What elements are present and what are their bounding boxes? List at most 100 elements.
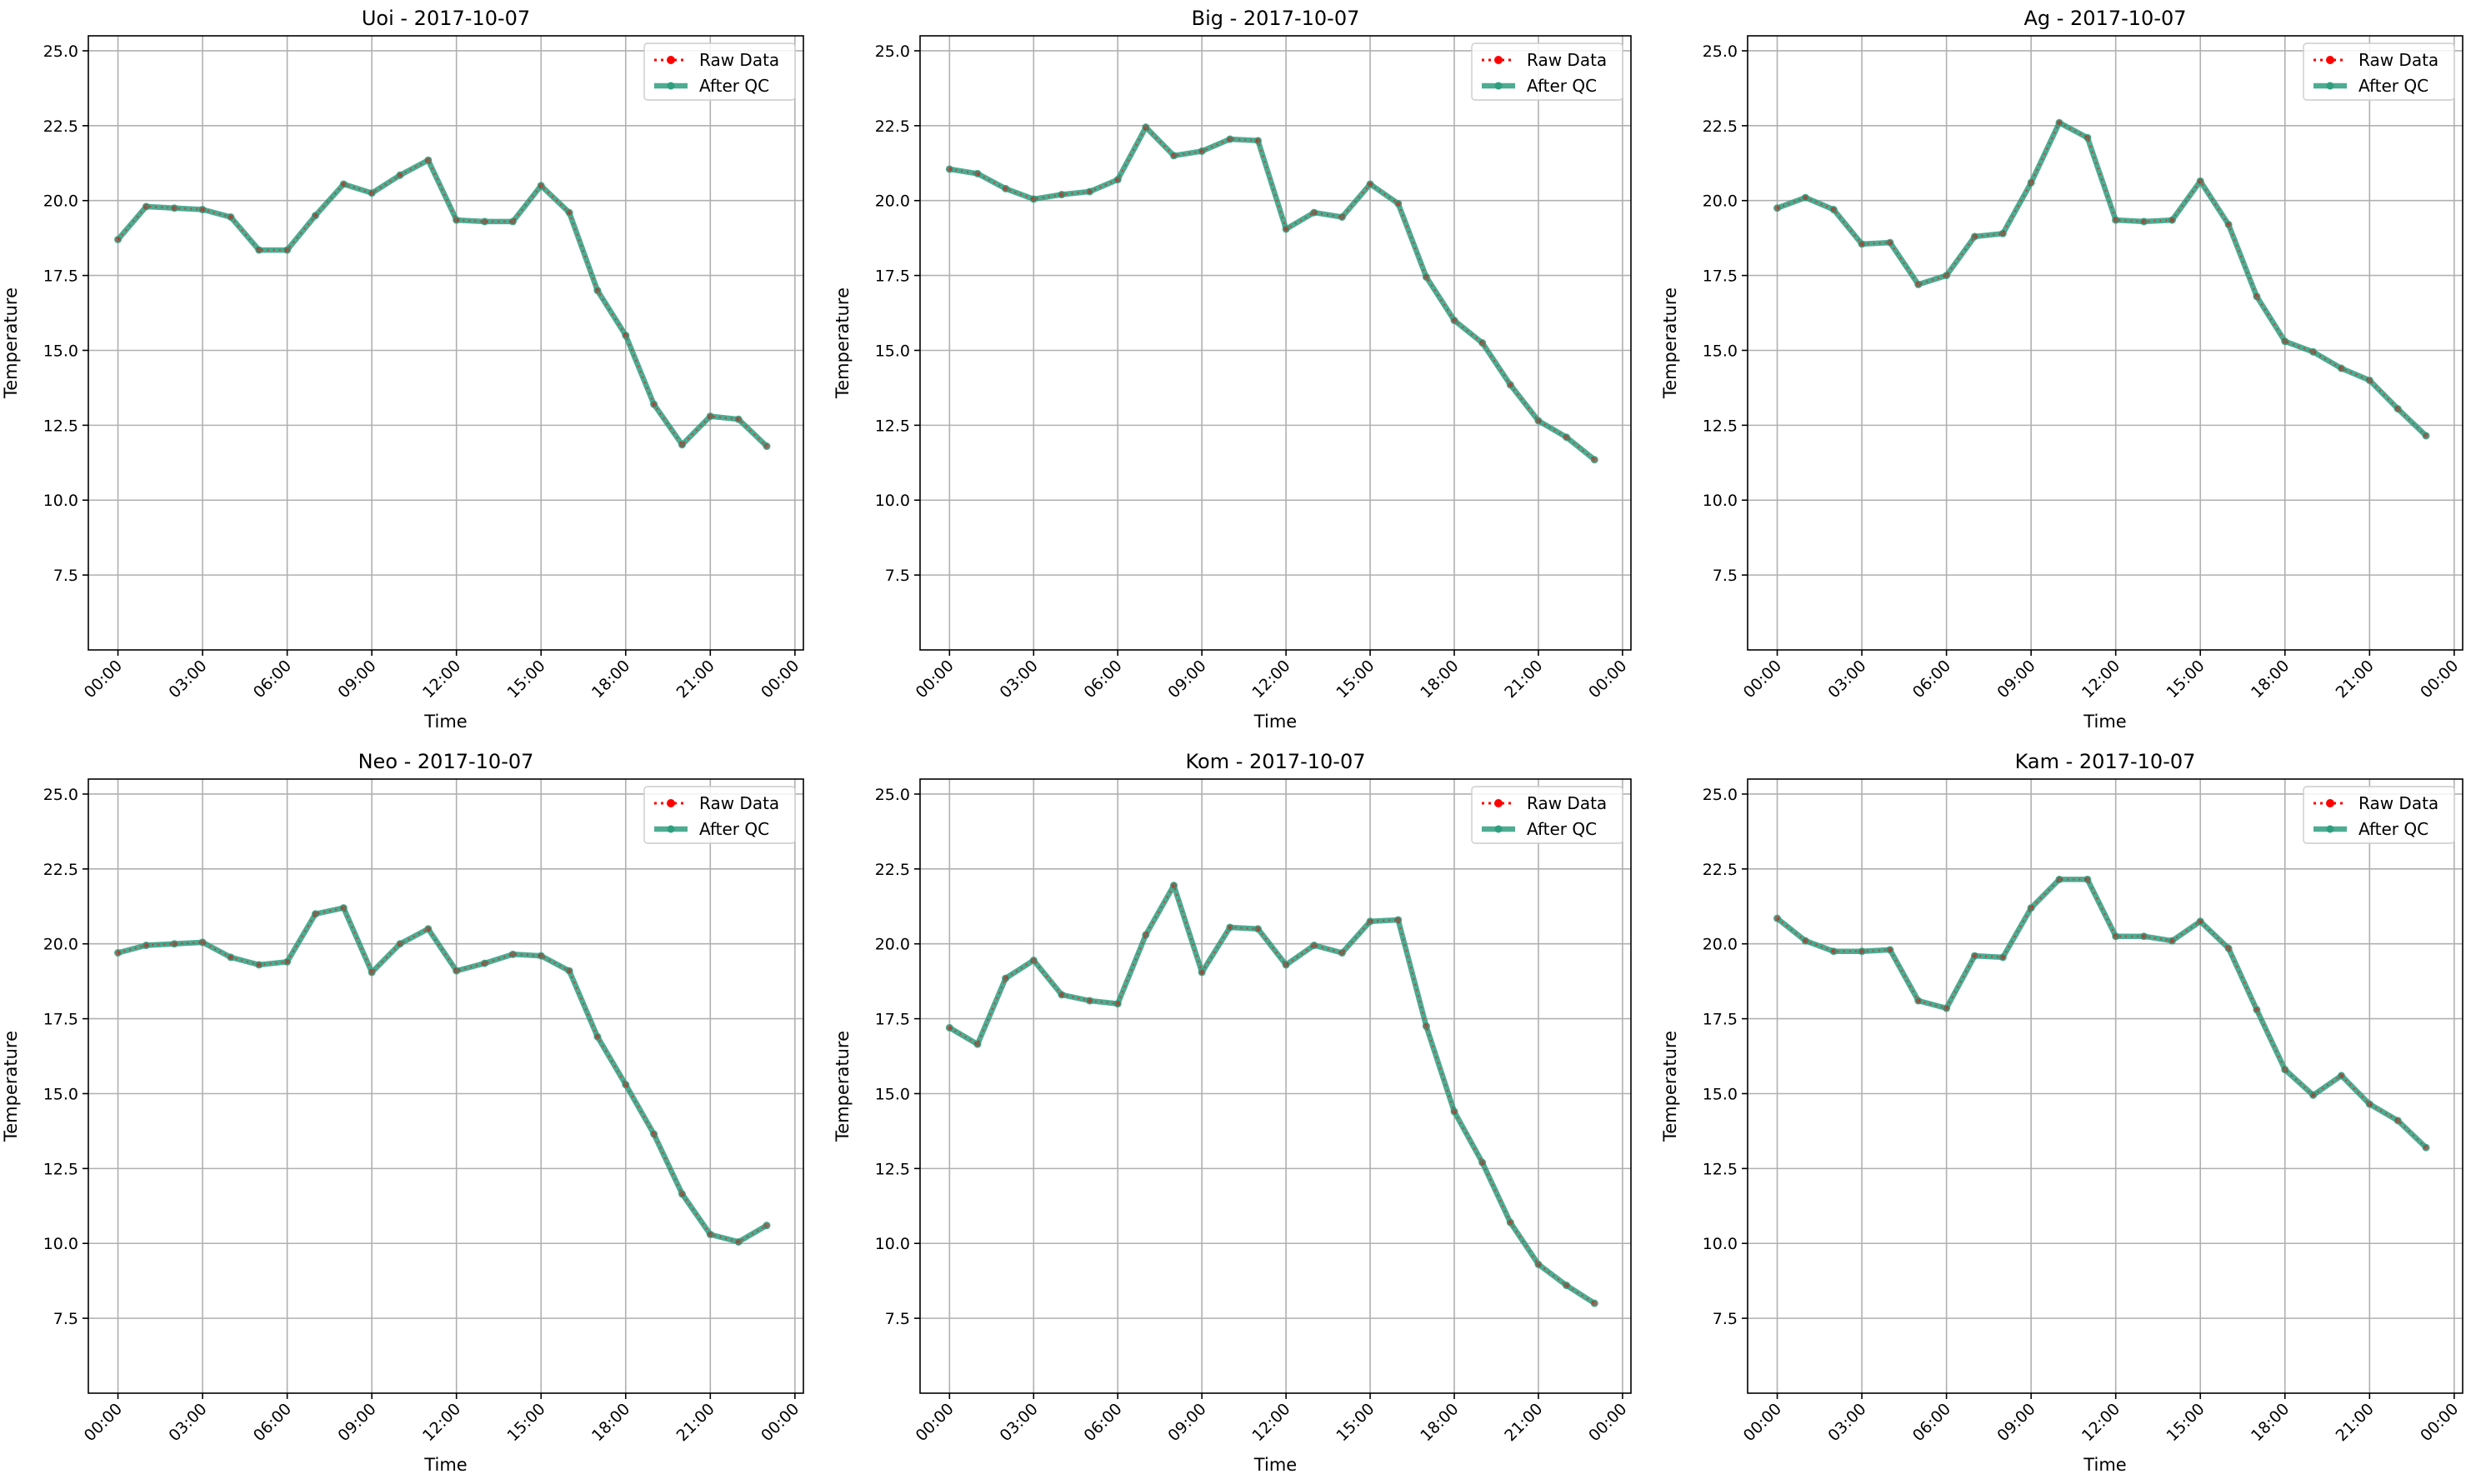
raw-data-point <box>2367 1101 2373 1107</box>
axes-frame <box>1747 35 2463 651</box>
raw-data-point <box>2282 1067 2288 1072</box>
y-tick-label: 25.0 <box>43 786 78 804</box>
raw-data-point <box>1395 201 1401 207</box>
after-qc-point <box>1113 1000 1122 1008</box>
raw-data-point <box>2113 933 2118 939</box>
raw-data-point <box>1943 1005 1949 1012</box>
legend-marker-after-qc <box>1494 825 1503 833</box>
raw-data-point <box>482 960 488 967</box>
x-tick-label: 00:00 <box>758 1400 803 1445</box>
x-tick-label: 03:00 <box>165 657 210 702</box>
plot-area <box>920 779 1631 1393</box>
raw-data-point <box>1003 186 1008 192</box>
raw-data-point <box>2253 1007 2260 1013</box>
axes-frame <box>919 35 1632 651</box>
raw-data-point <box>228 954 234 961</box>
y-tick-label: 17.5 <box>43 1011 78 1029</box>
after-qc-point <box>2196 177 2204 185</box>
raw-data-point <box>453 217 459 223</box>
raw-data-line <box>949 125 1595 461</box>
x-tick-label: 12:00 <box>1248 657 1293 702</box>
legend-marker-raw-data <box>667 56 675 64</box>
raw-data-point <box>1915 997 1921 1004</box>
after-qc-point <box>1943 1004 1951 1012</box>
chart-title: Big - 2017-10-07 <box>1192 7 1360 30</box>
x-tick-label: 06:00 <box>1080 657 1125 702</box>
raw-data-point <box>2253 293 2260 299</box>
after-qc-line <box>948 882 1597 1306</box>
after-qc-point <box>453 216 461 224</box>
after-qc-point <box>339 904 348 912</box>
raw-data-point <box>1339 950 1345 956</box>
gridlines <box>920 36 1631 650</box>
raw-data-point <box>2028 179 2034 186</box>
legend-label: Raw Data <box>1527 793 1607 813</box>
y-tick-label: 10.0 <box>875 1235 910 1253</box>
raw-data-point <box>1003 975 1008 982</box>
raw-data-point <box>1115 1001 1121 1007</box>
raw-data-point <box>1508 1219 1513 1226</box>
raw-data-point <box>2198 918 2203 924</box>
y-tick-label: 25.0 <box>875 786 910 804</box>
raw-data-point <box>651 1131 657 1137</box>
legend-marker-raw-data <box>667 799 675 807</box>
x-tick-label: 15:00 <box>1333 1400 1378 1445</box>
legend-label: Raw Data <box>699 793 779 813</box>
after-qc-point <box>1170 152 1178 160</box>
after-qc-point <box>734 1237 743 1246</box>
legend-label: Raw Data <box>699 50 779 70</box>
y-tick-label: 7.5 <box>885 1310 910 1328</box>
raw-data-point <box>1831 948 1837 954</box>
x-tick-label: 09:00 <box>334 657 379 702</box>
after-qc-point <box>1310 208 1318 217</box>
after-qc-point <box>1422 272 1430 281</box>
after-qc-point <box>2140 217 2148 226</box>
y-tick-label: 22.5 <box>43 861 78 879</box>
chart-title: Kom - 2017-10-07 <box>1186 750 1366 773</box>
y-tick-label: 15.0 <box>43 1085 78 1103</box>
y-tick-label: 7.5 <box>53 1310 78 1328</box>
raw-data-point <box>2225 222 2232 227</box>
raw-data-point <box>1311 209 1317 216</box>
plot-area <box>1748 36 2463 650</box>
raw-data-point <box>2000 231 2006 237</box>
raw-data-point <box>1423 1023 1429 1029</box>
after-qc-point <box>537 952 545 960</box>
x-tick-label: 00:00 <box>1585 657 1630 702</box>
x-tick-label: 15:00 <box>2163 657 2208 702</box>
series-raw-data <box>947 882 1598 1307</box>
chart-panel-3: 7.5 10.0 12.5 15.0 17.5 20.0 22.5 25.0 00:00 03:0… <box>1660 7 2463 732</box>
after-qc-point <box>763 1222 771 1230</box>
after-qc-point <box>481 217 489 226</box>
y-tick-label: 20.0 <box>1703 936 1738 954</box>
x-tick-label: 03:00 <box>1824 1400 1869 1445</box>
y-tick-label: 12.5 <box>1703 417 1738 435</box>
raw-data-point <box>1803 194 1808 201</box>
raw-data-point <box>679 1191 685 1197</box>
after-qc-point <box>396 940 404 948</box>
raw-data-point <box>1831 207 1837 212</box>
y-axis: 7.5 10.0 12.5 15.0 17.5 20.0 22.5 25.0 <box>43 786 88 1328</box>
after-qc-point <box>1002 184 1010 192</box>
raw-data-point <box>228 214 234 220</box>
after-qc-point <box>2365 1100 2373 1108</box>
after-qc-point <box>2083 875 2092 883</box>
x-tick-label: 09:00 <box>1164 657 1209 702</box>
raw-data-point <box>1198 969 1205 976</box>
after-qc-point <box>1829 947 1838 956</box>
legend: Raw Data After QC <box>1471 786 1623 844</box>
y-tick-label: 7.5 <box>1713 1310 1738 1328</box>
after-qc-point <box>1534 1260 1543 1268</box>
legend: Raw Data After QC <box>1471 42 1623 101</box>
legend-marker-raw-data <box>2326 56 2334 64</box>
x-tick-label: 12:00 <box>419 657 464 702</box>
x-axis-label: Time <box>2083 712 2126 732</box>
raw-data-point <box>735 1239 742 1245</box>
x-tick-label: 18:00 <box>2248 1400 2293 1445</box>
raw-data-point <box>1058 992 1065 998</box>
raw-data-point <box>199 939 206 946</box>
raw-data-point <box>1479 1159 1485 1166</box>
after-qc-point <box>1253 137 1262 145</box>
after-qc-point <box>1478 1158 1487 1167</box>
after-qc-point <box>763 442 771 451</box>
